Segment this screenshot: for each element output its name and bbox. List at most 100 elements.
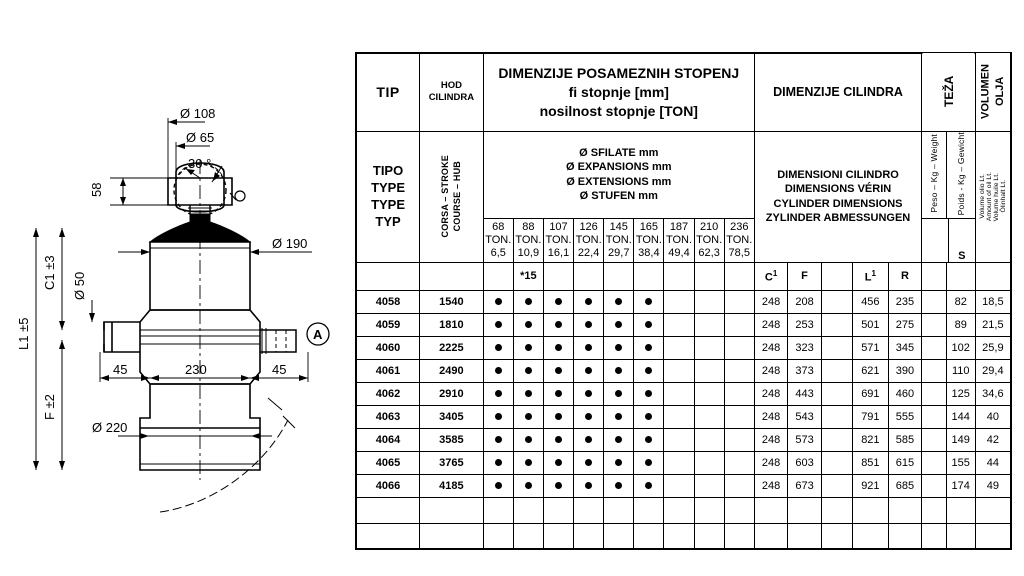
subheader-stage-legend: Ø SFILATE mm Ø EXPANSIONS mm Ø EXTENSION…: [482, 130, 755, 219]
row-stage-cell-6-5: [633, 427, 665, 452]
row-stage-cell-7-5: [633, 450, 665, 475]
stage-available-dot: [494, 412, 502, 420]
stage-col-head-3: 107 TON. 16,1: [542, 217, 575, 263]
row-r-1: 275: [887, 312, 923, 337]
row-type-0[interactable]: 4058: [355, 289, 421, 314]
row-stage-cell-3-8: [723, 358, 755, 383]
row-stage-cell-1-6: [663, 312, 695, 337]
table-row[interactable]: 4058 1540 248 208 456 235 82 18,5: [355, 289, 1012, 314]
row-r-4: 460: [887, 381, 923, 406]
row-stage-cell-9-6: [663, 496, 695, 524]
row-weight-6: 149: [945, 427, 976, 452]
row-stage-cell-5-4: [603, 404, 635, 429]
stage-available-dot: [645, 320, 653, 328]
row-type-2[interactable]: 4060: [355, 335, 421, 360]
row-stroke-4: 2910: [419, 381, 484, 406]
table-row[interactable]: 4064 3585 248 573 821 585 149 42: [355, 427, 1012, 452]
table-row[interactable]: 4060 2225 248 323 571 345 102 25,9: [355, 335, 1012, 360]
stage-available-dot: [524, 481, 532, 489]
row-type-6[interactable]: 4064: [355, 427, 421, 452]
stage-available-dot: [494, 366, 502, 374]
dim-label-l1: L1: [852, 261, 889, 291]
table-row[interactable]: 4061 2490 248 373 621 390 110 29,4: [355, 358, 1012, 383]
row-stage-cell-5-7: [693, 404, 725, 429]
row-stage-cell-2-7: [693, 335, 725, 360]
row-oil-8: 49: [974, 473, 1012, 498]
stage-ton-6: 38,4: [638, 246, 660, 259]
row-stage-cell-2-2: [542, 335, 575, 360]
row-r-8: 685: [887, 473, 923, 498]
table-row[interactable]: 4065 3765 248 603 851 615 155 44: [355, 450, 1012, 475]
row-stage-cell-8-8: [723, 473, 755, 498]
table-row[interactable]: 4063 3405 248 543 791 555 144 40: [355, 404, 1012, 429]
banner-stages-title: DIMENZIJE POSAMEZNIH STOPENJ fi stopnje …: [482, 52, 755, 132]
row-oil-1: 21,5: [974, 312, 1012, 337]
note-cell-4: [573, 261, 605, 291]
row-type-3[interactable]: 4061: [355, 358, 421, 383]
dim-label-f: F: [787, 261, 822, 291]
stage-dia-7: 187: [669, 220, 689, 233]
row-weight-gap-8: [921, 473, 947, 498]
row-type-8[interactable]: 4066: [355, 473, 421, 498]
row-stage-cell-0-1: [512, 289, 544, 314]
row-stage-cell-1-2: [542, 312, 575, 337]
stage-available-dot: [555, 297, 562, 305]
dim-row-type-blank: [355, 261, 421, 291]
row-stage-cell-5-0: [482, 404, 514, 429]
row-type-4[interactable]: 4062: [355, 381, 421, 406]
row-stage-cell-4-5: [633, 381, 665, 406]
row-type-1[interactable]: 4059: [355, 312, 421, 337]
table-row[interactable]: 4062 2910 248 443 691 460 125 34,6: [355, 381, 1012, 406]
row-type-5[interactable]: 4063: [355, 404, 421, 429]
table-row[interactable]: [355, 522, 1012, 550]
row-weight-gap-3: [921, 358, 947, 383]
row-f-8: 673: [787, 473, 822, 498]
row-stage-cell-10-2: [542, 522, 575, 550]
banner-cylinder-dims: DIMENZIJE CILINDRA: [753, 52, 923, 132]
note-cell-1: [482, 261, 514, 291]
row-r-6: 585: [887, 427, 923, 452]
stage-dia-1: 68: [492, 220, 505, 233]
stage-ton-8: 62,3: [698, 246, 720, 259]
oil-label-blank: [974, 261, 1012, 291]
row-stage-cell-2-8: [723, 335, 755, 360]
row-l1-3: 621: [852, 358, 889, 383]
row-c1-10: [753, 522, 789, 550]
row-type-7[interactable]: 4065: [355, 450, 421, 475]
stage-col-head-2: 88 TON. 10,9: [512, 217, 544, 263]
row-stage-cell-3-6: [663, 358, 695, 383]
table-row[interactable]: [355, 496, 1012, 524]
stage-available-dot: [585, 389, 593, 397]
stage-available-dot: [555, 435, 562, 443]
row-stage-cell-6-6: [663, 427, 695, 452]
row-stage-cell-5-3: [573, 404, 605, 429]
row-stroke-6: 3585: [419, 427, 484, 452]
row-stroke-3: 2490: [419, 358, 484, 383]
row-oil-9: [974, 496, 1012, 524]
row-weight-7: 155: [945, 450, 976, 475]
row-stage-cell-3-1: [512, 358, 544, 383]
dim-c1-label: C1 ±3: [42, 255, 57, 290]
row-type-10[interactable]: [355, 522, 421, 550]
table-row[interactable]: 4066 4185 248 673 921 685 174 49: [355, 473, 1012, 498]
stage-available-dot: [615, 435, 623, 443]
banner-stages-line1: DIMENZIJE POSAMEZNIH STOPENJ: [498, 64, 740, 81]
row-c1-0: 248: [753, 289, 789, 314]
row-type-9[interactable]: [355, 496, 421, 524]
row-stage-cell-8-6: [663, 473, 695, 498]
stage-available-dot: [645, 458, 653, 466]
row-dim-blank-4: [820, 381, 854, 406]
row-stage-cell-7-0: [482, 450, 514, 475]
row-stage-cell-0-2: [542, 289, 575, 314]
row-stage-cell-1-8: [723, 312, 755, 337]
dim-ball-dia: Ø 65: [186, 130, 214, 145]
table-row[interactable]: 4059 1810 248 253 501 275 89 21,5: [355, 312, 1012, 337]
stage-available-dot: [494, 389, 502, 397]
row-stage-cell-6-7: [693, 427, 725, 452]
row-f-3: 373: [787, 358, 822, 383]
weight-label-blank-1: [921, 261, 947, 291]
row-stage-cell-6-3: [573, 427, 605, 452]
row-c1-7: 248: [753, 450, 789, 475]
stage-available-dot: [645, 343, 653, 351]
row-weight-10: [945, 522, 976, 550]
